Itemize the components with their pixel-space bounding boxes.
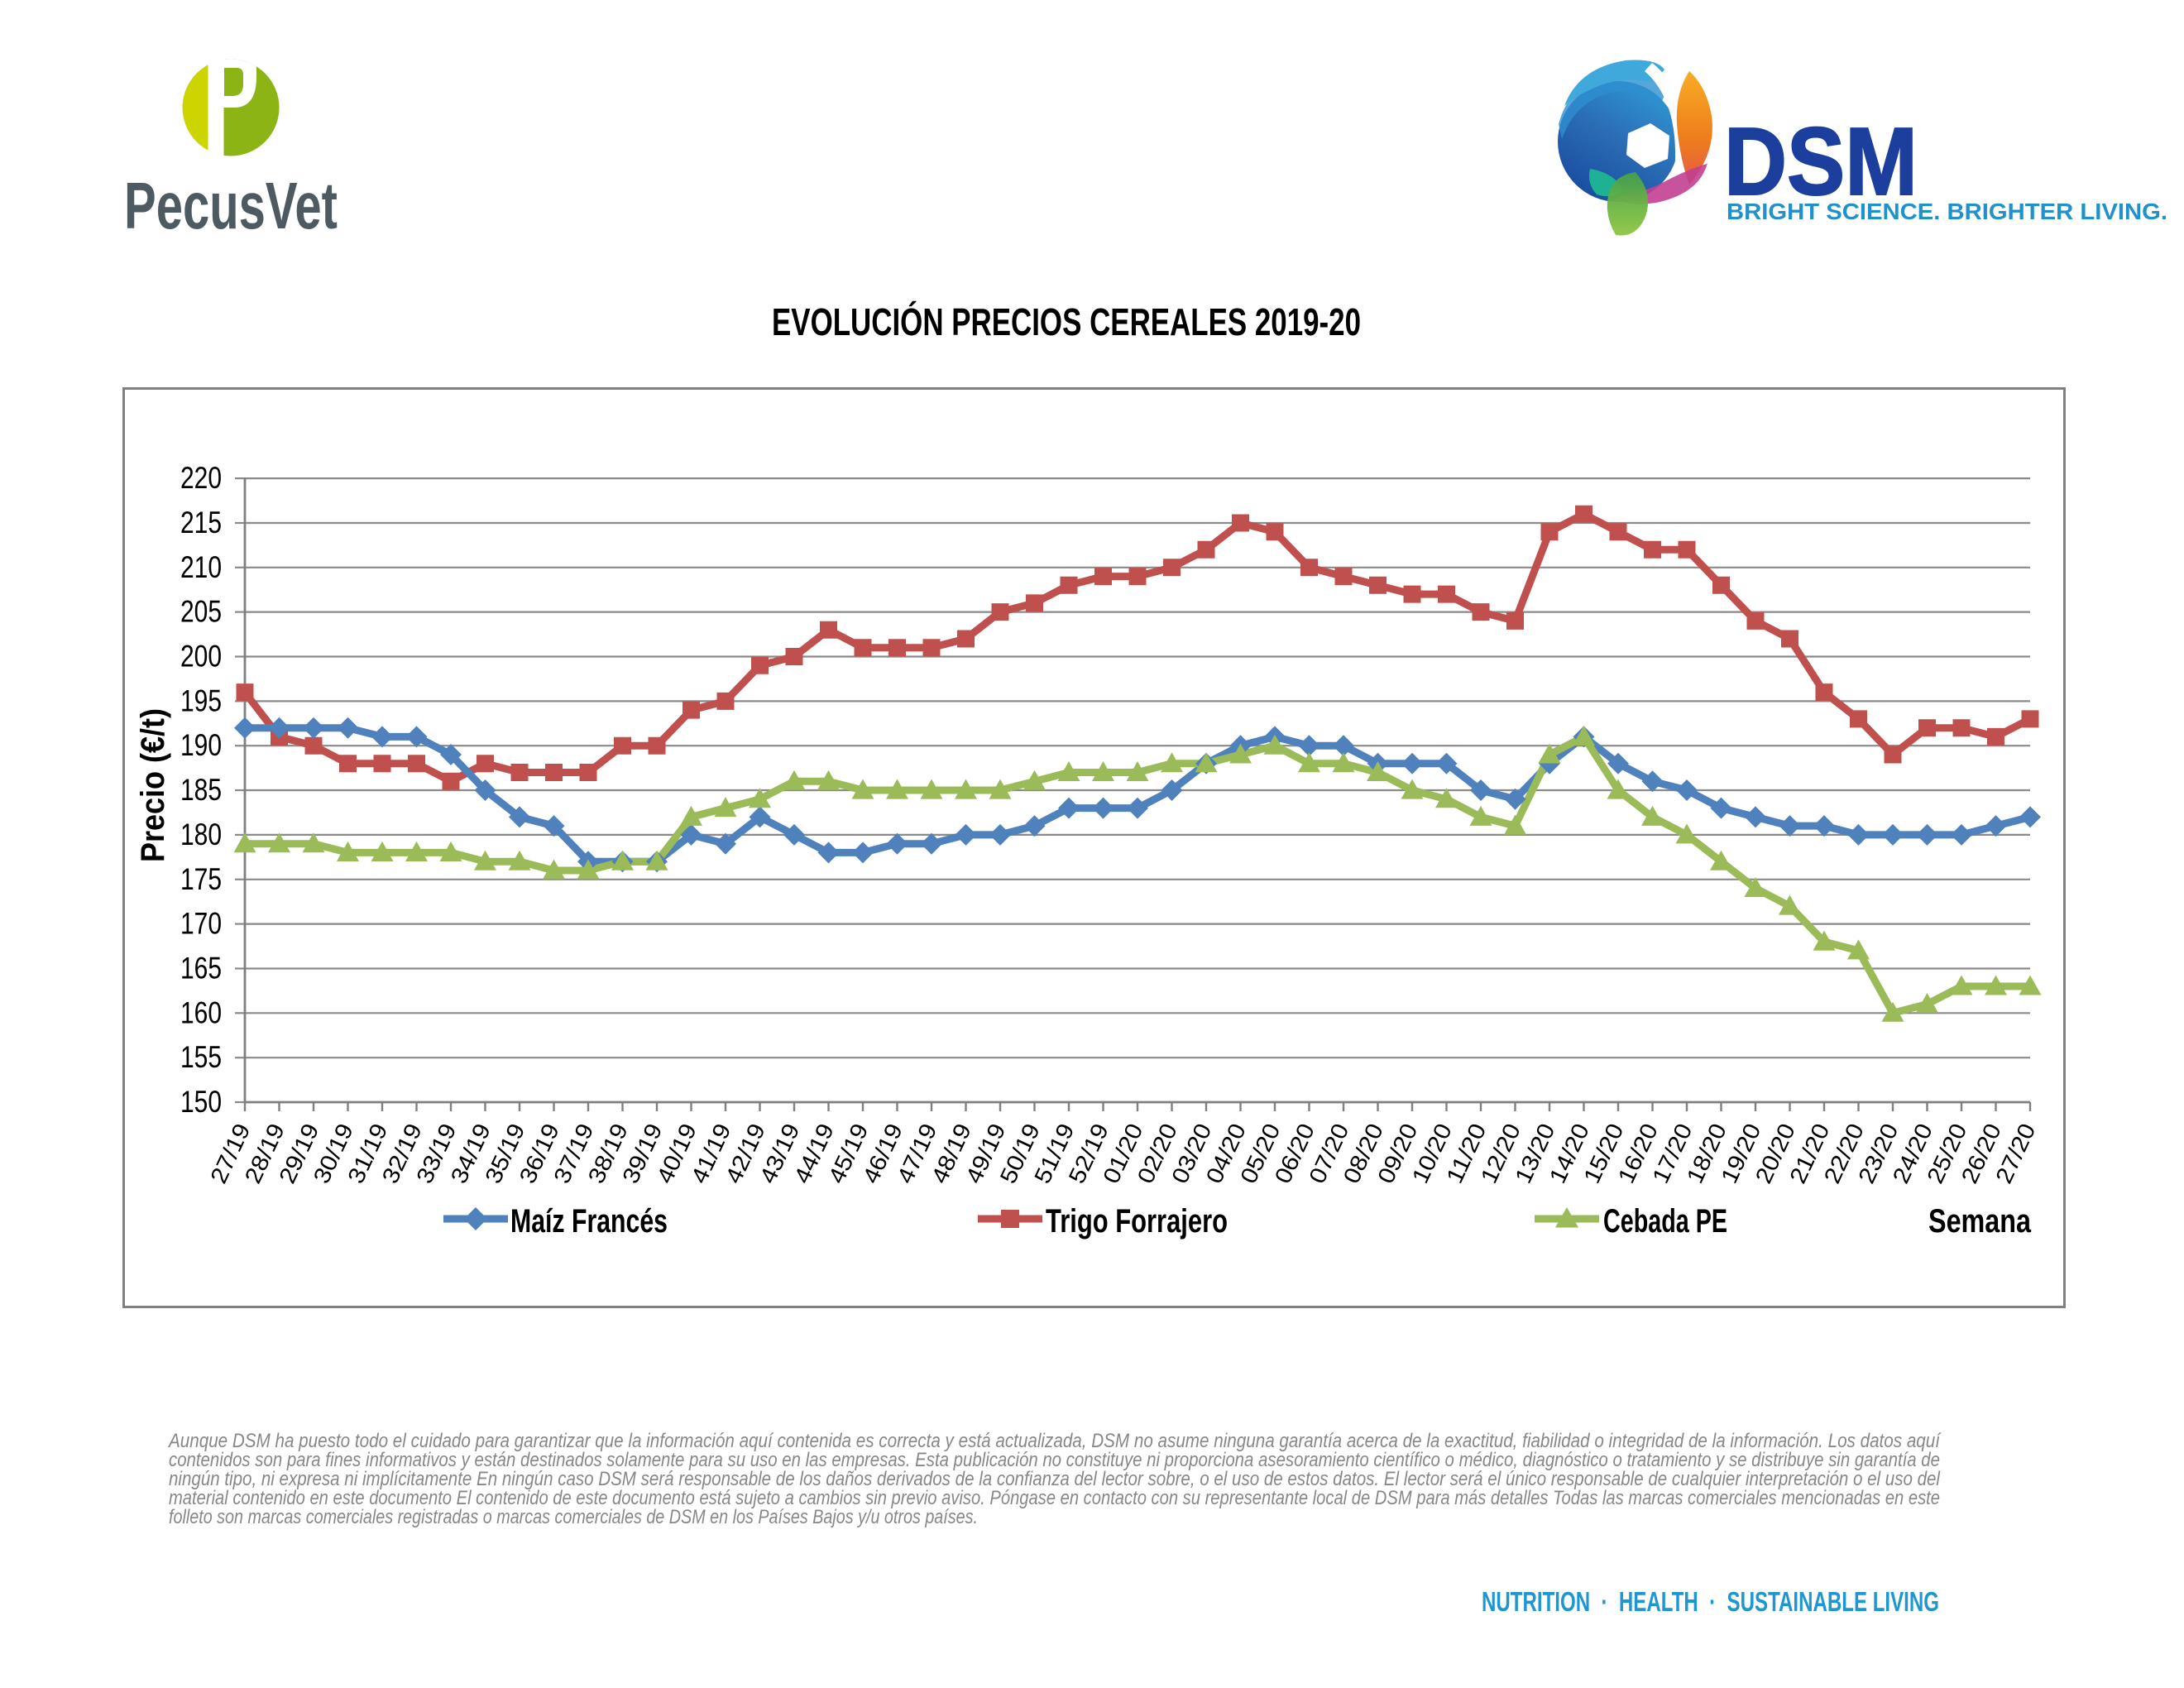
svg-text:185: 185 (180, 773, 222, 807)
svg-text:folleto son marcas comerciales: folleto son marcas comerciales registrad… (169, 1506, 978, 1528)
svg-text:195: 195 (180, 683, 222, 717)
svg-text:material contenido en este doc: material contenido en este documento El … (169, 1487, 1940, 1509)
svg-text:215: 215 (180, 506, 222, 539)
svg-text:150: 150 (180, 1085, 222, 1119)
svg-text:PecusVet: PecusVet (124, 169, 338, 242)
svg-text:Semana: Semana (1928, 1203, 2032, 1240)
svg-text:205: 205 (180, 595, 222, 629)
svg-text:Maíz Francés: Maíz Francés (510, 1203, 668, 1240)
svg-text:contenidos son para fines info: contenidos son para fines informativos y… (169, 1449, 1940, 1471)
svg-text:180: 180 (180, 818, 222, 851)
svg-text:220: 220 (180, 461, 222, 495)
svg-text:160: 160 (180, 995, 222, 1029)
svg-text:NUTRITION · HEALTH · SUSTA: NUTRITION · HEALTH · SUSTAINABLE LIVING (1482, 1586, 1939, 1617)
svg-text:Precio (€/t): Precio (€/t) (135, 708, 171, 862)
svg-text:210: 210 (180, 550, 222, 584)
svg-text:EVOLUCIÓN PRECIOS CEREALES 201: EVOLUCIÓN PRECIOS CEREALES 2019-20 (772, 300, 1361, 343)
svg-text:155: 155 (180, 1040, 222, 1074)
svg-text:190: 190 (180, 728, 222, 762)
svg-text:200: 200 (180, 640, 222, 674)
svg-text:Trigo Forrajero: Trigo Forrajero (1046, 1203, 1228, 1240)
svg-text:DSM: DSM (1724, 108, 1918, 215)
svg-text:170: 170 (180, 907, 222, 941)
svg-text:BRIGHT SCIENCE. BRIGHTER LIVIN: BRIGHT SCIENCE. BRIGHTER LIVING. (1727, 199, 2167, 224)
svg-text:ningún tipo, ni expresa ni imp: ningún tipo, ni expresa ni implícitament… (169, 1468, 1941, 1490)
svg-text:175: 175 (180, 862, 222, 896)
svg-text:165: 165 (180, 952, 222, 985)
svg-text:Aunque DSM ha puesto todo el c: Aunque DSM ha puesto todo el cuidado par… (167, 1430, 1942, 1452)
svg-text:Cebada PE: Cebada PE (1603, 1203, 1727, 1240)
